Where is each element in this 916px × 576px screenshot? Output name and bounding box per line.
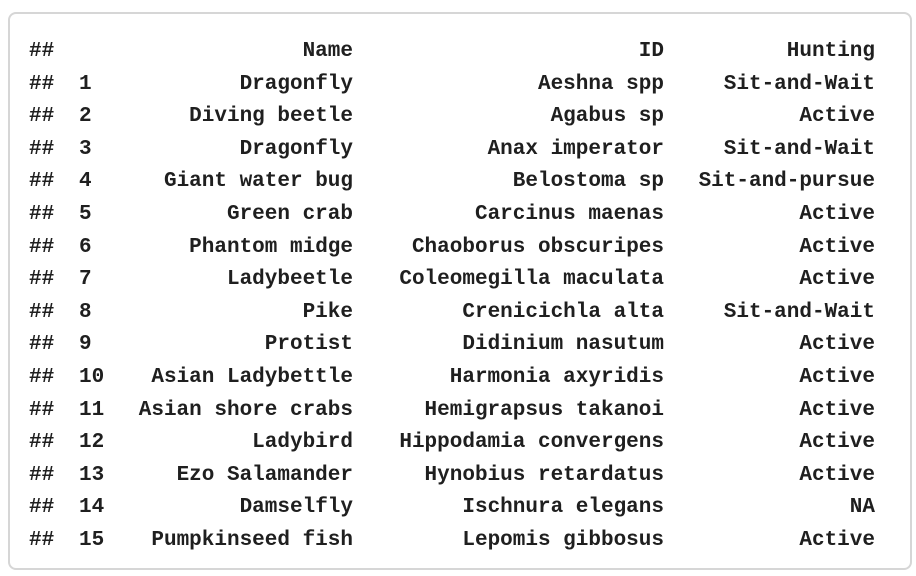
cell-hunting: Sit-and-pursue xyxy=(698,170,875,194)
comment-prefix: ## xyxy=(29,235,55,259)
comment-prefix: ## xyxy=(29,72,55,96)
cell-hunting: Active xyxy=(799,463,875,487)
cell-name: Protist xyxy=(264,333,353,357)
table-row: ## 3 Dragonfly Anax imperator Sit-and-Wait xyxy=(29,134,875,167)
comment-prefix: ## xyxy=(29,333,55,357)
cell-hunting: Sit-and-Wait xyxy=(723,72,875,96)
column-header-id: ID xyxy=(638,40,664,63)
cell-id: Carcinus maenas xyxy=(474,202,664,226)
row-index: 6 xyxy=(79,235,92,259)
cell-id: Ischnura elegans xyxy=(462,496,664,520)
cell-id: Aeshna spp xyxy=(537,72,664,96)
cell-id: Chaoborus obscuripes xyxy=(411,235,664,259)
cell-name: Dragonfly xyxy=(239,72,353,96)
cell-id: Agabus sp xyxy=(550,105,664,129)
row-index: 12 xyxy=(79,431,105,455)
table-row: ## 13 Ezo Salamander Hynobius retardatus Act… xyxy=(29,460,875,493)
header-row: ## Name ID Hunting xyxy=(29,36,875,69)
cell-name: Pumpkinseed fish xyxy=(151,528,353,552)
cell-name: Pike xyxy=(302,300,353,324)
comment-prefix: ## xyxy=(29,137,55,161)
cell-hunting: Active xyxy=(799,431,875,455)
row-index: 5 xyxy=(79,202,92,226)
cell-id: Crenicichla alta xyxy=(462,300,664,324)
cell-id: Anax imperator xyxy=(487,137,664,161)
table-rows: ## 1 Dragonfly Aeshna spp Sit-and-Wait ## 2 Div… xyxy=(29,69,875,558)
row-index: 8 xyxy=(79,300,92,324)
comment-prefix: ## xyxy=(29,398,55,422)
cell-hunting: Active xyxy=(799,365,875,389)
cell-name: Ezo Salamander xyxy=(176,463,353,487)
cell-id: Didinium nasutum xyxy=(462,333,664,357)
cell-name: Damselfly xyxy=(239,496,353,520)
cell-name: Dragonfly xyxy=(239,137,353,161)
cell-name: Ladybeetle xyxy=(226,268,353,292)
cell-name: Asian shore crabs xyxy=(138,398,353,422)
cell-name: Ladybird xyxy=(252,431,353,455)
cell-hunting: Active xyxy=(799,398,875,422)
table-row: ## 12 Ladybird Hippodamia convergens Active xyxy=(29,427,875,460)
table-row: ## 1 Dragonfly Aeshna spp Sit-and-Wait xyxy=(29,69,875,102)
comment-prefix: ## xyxy=(29,528,55,552)
cell-hunting: Sit-and-Wait xyxy=(723,137,875,161)
table-row: ## 11 Asian shore crabs Hemigrapsus takanoi… xyxy=(29,395,875,428)
table-row: ## 6 Phantom midge Chaoborus obscuripes Acti… xyxy=(29,232,875,265)
comment-prefix: ## xyxy=(29,365,55,389)
comment-prefix: ## xyxy=(29,268,55,292)
row-index: 9 xyxy=(79,333,92,357)
cell-name: Asian Ladybettle xyxy=(151,365,353,389)
column-header-hunting: Hunting xyxy=(786,40,875,63)
column-header-name: Name xyxy=(302,40,353,63)
cell-id: Hemigrapsus takanoi xyxy=(424,398,664,422)
data-frame-printout: ## Name ID Hunting ## 1 Dragonfly Aeshna sp… xyxy=(29,36,875,558)
table-row: ## 7 Ladybeetle Coleomegilla maculata Active xyxy=(29,264,875,297)
comment-prefix: ## xyxy=(29,105,55,129)
comment-prefix: ## xyxy=(29,300,55,324)
comment-prefix: ## xyxy=(29,40,55,63)
table-row: ## 14 Damselfly Ischnura elegans NA xyxy=(29,492,875,525)
cell-id: Harmonia axyridis xyxy=(449,365,664,389)
row-index: 3 xyxy=(79,137,92,161)
row-index: 15 xyxy=(79,528,105,552)
comment-prefix: ## xyxy=(29,202,55,226)
cell-name: Green crab xyxy=(226,202,353,226)
cell-id: Hippodamia convergens xyxy=(399,431,664,455)
cell-hunting: Active xyxy=(799,333,875,357)
row-index: 7 xyxy=(79,268,92,292)
comment-prefix: ## xyxy=(29,496,55,520)
cell-hunting: Sit-and-Wait xyxy=(723,300,875,324)
row-index: 10 xyxy=(79,365,105,389)
cell-name: Giant water bug xyxy=(163,170,353,194)
cell-hunting: Active xyxy=(799,235,875,259)
row-index xyxy=(79,36,109,69)
cell-hunting: Active xyxy=(799,528,875,552)
comment-prefix: ## xyxy=(29,463,55,487)
row-index: 13 xyxy=(79,463,105,487)
console-output-panel: ## Name ID Hunting ## 1 Dragonfly Aeshna sp… xyxy=(8,12,912,570)
table-row: ## 10 Asian Ladybettle Harmonia axyridis Act… xyxy=(29,362,875,395)
row-index: 14 xyxy=(79,496,105,520)
table-row: ## 9 Protist Didinium nasutum Active xyxy=(29,329,875,362)
row-index: 11 xyxy=(79,398,105,422)
table-row: ## 15 Pumpkinseed fish Lepomis gibbosus Acti… xyxy=(29,525,875,558)
cell-hunting: Active xyxy=(799,268,875,292)
table-row: ## 2 Diving beetle Agabus sp Active xyxy=(29,101,875,134)
table-row: ## 5 Green crab Carcinus maenas Active xyxy=(29,199,875,232)
row-index: 2 xyxy=(79,105,92,129)
cell-hunting: Active xyxy=(799,202,875,226)
comment-prefix: ## xyxy=(29,431,55,455)
cell-hunting: NA xyxy=(849,496,875,520)
cell-id: Hynobius retardatus xyxy=(424,463,664,487)
row-index: 4 xyxy=(79,170,92,194)
comment-prefix: ## xyxy=(29,170,55,194)
table-row: ## 4 Giant water bug Belostoma sp Sit-and-pu… xyxy=(29,166,875,199)
row-index: 1 xyxy=(79,72,92,96)
table-row: ## 8 Pike Crenicichla alta Sit-and-Wait xyxy=(29,297,875,330)
cell-name: Diving beetle xyxy=(189,105,353,129)
cell-hunting: Active xyxy=(799,105,875,129)
cell-name: Phantom midge xyxy=(189,235,353,259)
cell-id: Belostoma sp xyxy=(512,170,664,194)
cell-id: Lepomis gibbosus xyxy=(462,528,664,552)
cell-id: Coleomegilla maculata xyxy=(399,268,664,292)
